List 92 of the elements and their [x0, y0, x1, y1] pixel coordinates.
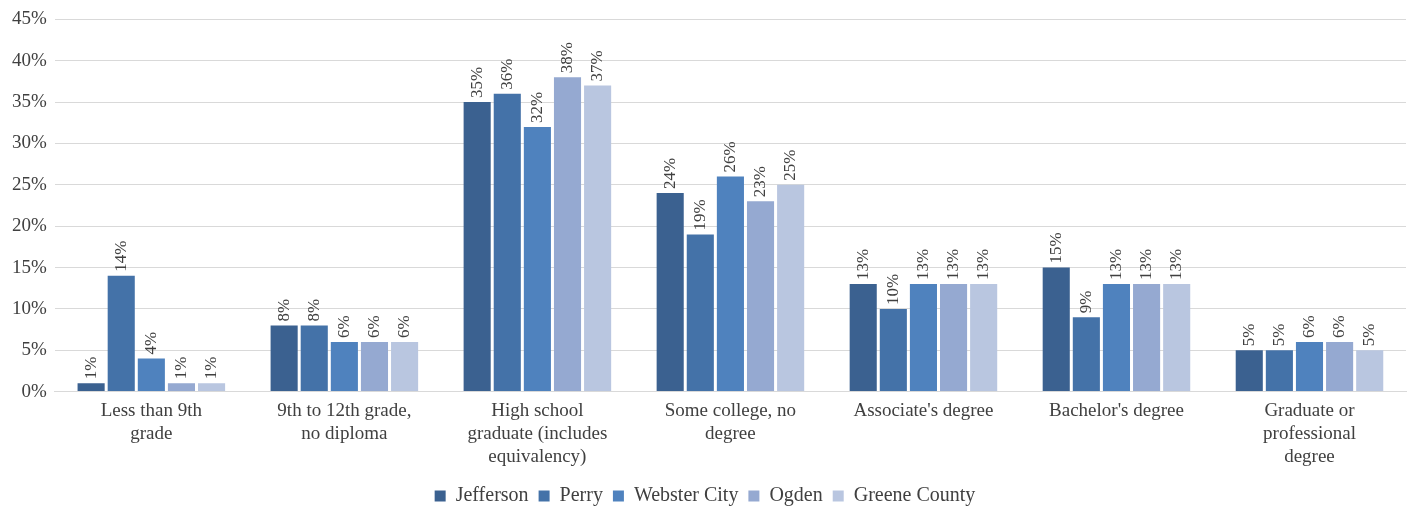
- data-label: 32%: [526, 91, 546, 123]
- data-label: 8%: [273, 298, 293, 322]
- bar: [716, 176, 744, 392]
- data-label: 4%: [140, 331, 160, 355]
- bar: [656, 193, 684, 392]
- bar: [391, 341, 419, 392]
- data-label: 37%: [587, 50, 607, 82]
- data-label: 13%: [1166, 248, 1186, 281]
- data-label: 13%: [852, 248, 872, 281]
- legend-label: Ogden: [769, 483, 823, 507]
- bar: [1295, 341, 1324, 392]
- y-tick-label: 30%: [12, 131, 47, 153]
- data-label: 6%: [1298, 315, 1318, 338]
- data-label: 13%: [973, 248, 993, 281]
- legend-label: Greene County: [853, 483, 976, 507]
- data-label: 19%: [689, 199, 709, 231]
- bar: [686, 234, 714, 392]
- bar: [1265, 350, 1293, 392]
- y-tick-label: 15%: [12, 255, 47, 277]
- data-label: 25%: [780, 149, 800, 181]
- bar: [584, 85, 612, 392]
- data-label: 13%: [943, 248, 963, 281]
- y-tick-label: 45%: [12, 7, 47, 29]
- data-label: 5%: [1268, 323, 1288, 347]
- bar: [463, 102, 491, 392]
- data-label: 1%: [170, 356, 190, 380]
- bar: [777, 184, 805, 392]
- y-tick-label: 25%: [12, 172, 47, 194]
- y-tick-label: 20%: [12, 214, 47, 236]
- bar: [330, 341, 358, 392]
- data-label: 6%: [1329, 315, 1349, 338]
- legend-label: Webster City: [633, 483, 739, 507]
- x-tick-label: Less than 9th grade: [100, 398, 203, 443]
- bar: [300, 325, 328, 392]
- x-tick-label: Graduate or professional degree: [1263, 398, 1356, 466]
- data-label: 5%: [1238, 323, 1258, 347]
- bar: [1326, 341, 1354, 392]
- data-label: 13%: [1105, 248, 1125, 281]
- x-tick-label: 9th to 12th grade, no diploma: [277, 398, 412, 443]
- bar: [167, 383, 195, 392]
- y-tick-label: 10%: [12, 296, 47, 318]
- x-tick-label: High school graduate (includes equivalency): [467, 398, 608, 467]
- data-label: 8%: [303, 298, 323, 322]
- bar: [1163, 284, 1191, 392]
- y-tick-label: 35%: [12, 90, 47, 112]
- data-label: 1%: [80, 356, 100, 380]
- x-tick-label: Associate's degree: [853, 398, 994, 420]
- data-label: 6%: [363, 315, 383, 338]
- data-label: 15%: [1045, 232, 1065, 264]
- bar: [849, 284, 877, 392]
- data-label: 13%: [912, 248, 932, 281]
- data-label: 10%: [882, 273, 902, 305]
- data-label: 35%: [466, 66, 486, 99]
- bar: [1042, 267, 1070, 392]
- data-label: 6%: [394, 315, 414, 338]
- y-tick-label: 5%: [21, 338, 47, 360]
- bar: [1102, 284, 1131, 392]
- y-tick-label: 0%: [21, 379, 47, 401]
- y-tick-label: 40%: [12, 48, 47, 70]
- bar: [746, 201, 775, 392]
- bar: [77, 383, 105, 392]
- bar: [879, 308, 907, 392]
- bar: [940, 284, 968, 392]
- bar: [909, 284, 937, 392]
- bar: [553, 77, 582, 392]
- bar: [970, 284, 998, 392]
- data-label: 6%: [333, 315, 353, 338]
- bar: [1235, 350, 1263, 392]
- bar: [1356, 350, 1384, 392]
- data-label: 1%: [201, 356, 221, 380]
- bar: [198, 383, 226, 392]
- bar: [493, 93, 521, 392]
- data-label: 24%: [659, 157, 679, 190]
- x-tick-label: Some college, no degree: [664, 398, 797, 443]
- data-label: 23%: [749, 166, 769, 198]
- data-label: 26%: [719, 141, 739, 173]
- bar: [137, 358, 165, 392]
- bar: [523, 126, 551, 392]
- bar: [1072, 317, 1100, 392]
- x-tick-label: Bachelor's degree: [1049, 398, 1184, 420]
- data-label: 13%: [1136, 248, 1156, 281]
- data-label: 38%: [556, 42, 576, 74]
- legend-label: Perry: [559, 483, 603, 507]
- data-label: 9%: [1075, 290, 1095, 314]
- data-label: 36%: [496, 58, 516, 90]
- legend-label: Jefferson: [455, 483, 529, 506]
- bar: [1133, 284, 1161, 392]
- bar: [360, 341, 389, 392]
- data-label: 5%: [1359, 323, 1379, 347]
- bar: [107, 275, 135, 392]
- bar: [270, 325, 298, 392]
- data-label: 14%: [110, 240, 130, 272]
